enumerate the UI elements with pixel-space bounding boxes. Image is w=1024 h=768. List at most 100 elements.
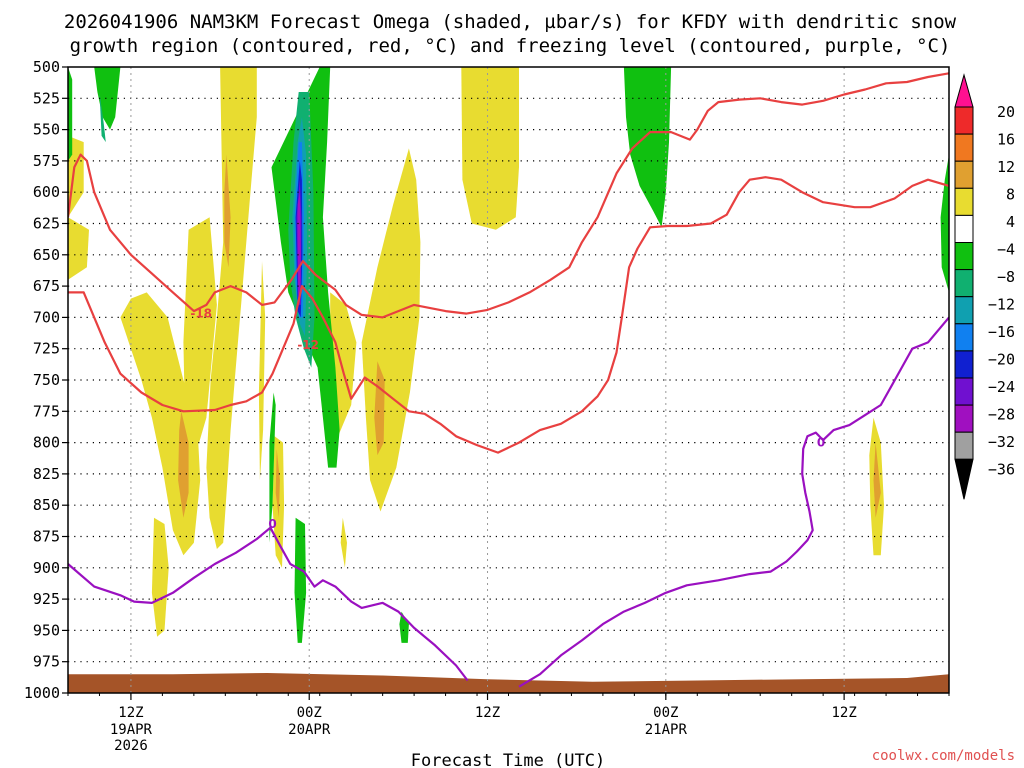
freezing-level-contours: 00 <box>68 316 949 688</box>
y-tick-label-575: 575 <box>33 152 60 170</box>
colorbar-label-4: 4 <box>1006 213 1015 231</box>
surface-terrain <box>68 673 949 693</box>
omega-region-17 <box>873 442 881 518</box>
omega-region-4 <box>206 67 257 549</box>
y-tick-label-675: 675 <box>33 277 60 295</box>
omega-region-10 <box>461 67 519 230</box>
colorbar-label-5: −4 <box>997 241 1015 259</box>
colorbar-box-3 <box>954 160 974 189</box>
colorbar-box-7 <box>954 269 974 298</box>
colorbar-bottom-arrow <box>954 458 974 500</box>
y-tick-label-600: 600 <box>33 183 60 201</box>
dendritic-contours: -18 -12 <box>68 72 949 454</box>
y-tick-label-500: 500 <box>33 58 60 76</box>
omega-region-20 <box>269 392 276 543</box>
colorbar-box-9 <box>954 323 974 352</box>
colorbar-box-11 <box>954 377 974 406</box>
omega-region-5 <box>183 217 217 443</box>
x-tick-label-1: 00Z <box>297 705 322 721</box>
omega-region-8 <box>340 517 347 568</box>
omega-region-15 <box>275 448 280 518</box>
colorbar-box-1 <box>954 106 974 135</box>
omega-region-12 <box>258 261 266 481</box>
credit-text: coolwx.com/models <box>872 748 1015 764</box>
omega-region-14 <box>178 411 189 518</box>
colorbar-label-2: 12 <box>997 158 1015 176</box>
x-tick-label-4: 12Z <box>831 705 856 721</box>
colorbar-label-7: −12 <box>988 296 1015 314</box>
colorbar-box-4 <box>954 187 974 216</box>
colorbar-label-6: −8 <box>997 268 1015 286</box>
colorbar: 20 16 12 8 4 −4 −8 −12 −16 −20 −24 −28 −32 −36 <box>954 73 1015 500</box>
colorbar-label-10: −24 <box>988 378 1015 396</box>
y-tick-label-725: 725 <box>33 340 60 358</box>
y-tick-label-850: 850 <box>33 496 60 514</box>
colorbar-box-2 <box>954 133 974 162</box>
y-tick-label-925: 925 <box>33 590 60 608</box>
purple-contour-line-1 <box>518 316 949 688</box>
x-tick-date-0: 19APR <box>110 722 153 738</box>
colorbar-box-6 <box>954 242 974 271</box>
x-tick-year-0: 2026 <box>114 738 148 754</box>
colorbar-label-13: −36 <box>988 461 1015 479</box>
chart-title-line-1: 2026041906 NAM3KM Forecast Omega (shaded… <box>64 11 957 33</box>
omega-region-23 <box>399 611 409 643</box>
y-tick-label-800: 800 <box>33 434 60 452</box>
red-contour-label-1: -12 <box>297 338 319 352</box>
y-tick-label-700: 700 <box>33 308 60 326</box>
omega-region-19 <box>94 67 121 130</box>
x-tick-date-3: 21APR <box>645 722 688 738</box>
colorbar-box-12 <box>954 404 974 433</box>
omega-region-3 <box>151 517 169 637</box>
y-tick-label-750: 750 <box>33 371 60 389</box>
chart-title-line-2: growth region (contoured, red, °C) and f… <box>70 35 951 57</box>
y-tick-label-975: 975 <box>33 653 60 671</box>
colorbar-label-11: −28 <box>988 406 1015 424</box>
omega-region-1 <box>68 217 89 280</box>
plot-area: -18-12 00 <box>68 67 949 693</box>
surface-fill <box>68 673 949 693</box>
colorbar-box-13 <box>954 431 974 460</box>
x-tick-label-3: 00Z <box>653 705 678 721</box>
purple-contour-label-0: 0 <box>268 517 276 531</box>
x-tick-label-0: 12Z <box>118 705 143 721</box>
y-tick-label-550: 550 <box>33 121 60 139</box>
x-tick-label-2: 12Z <box>475 705 500 721</box>
purple-contour-label-1: 0 <box>817 436 825 450</box>
y-tick-label-950: 950 <box>33 621 60 639</box>
colorbar-label-9: −20 <box>988 351 1015 369</box>
omega-region-27 <box>99 92 106 143</box>
y-tick-label-625: 625 <box>33 215 60 233</box>
colorbar-box-5 <box>954 214 974 243</box>
omega-region-13 <box>224 154 231 268</box>
colorbar-label-8: −16 <box>988 323 1015 341</box>
colorbar-box-10 <box>954 350 974 379</box>
y-axis: 500 525 550 575 600 625 650 675 700 725 750 775 800 8… <box>24 58 68 702</box>
colorbar-label-1: 16 <box>997 131 1015 149</box>
y-tick-label-825: 825 <box>33 465 60 483</box>
grid <box>68 67 949 693</box>
colorbar-label-3: 8 <box>1006 186 1015 204</box>
y-tick-label-875: 875 <box>33 528 60 546</box>
omega-region-18 <box>68 67 73 161</box>
x-tick-date-1: 20APR <box>288 722 331 738</box>
colorbar-label-12: −32 <box>988 433 1015 451</box>
purple-contour-line-0 <box>68 526 469 682</box>
y-tick-label-900: 900 <box>33 559 60 577</box>
y-tick-label-775: 775 <box>33 402 60 420</box>
x-axis-label: Forecast Time (UTC) <box>411 751 605 768</box>
y-tick-label-525: 525 <box>33 89 60 107</box>
y-tick-label-1000: 1000 <box>24 684 60 702</box>
red-contour-label-0: -18 <box>190 307 212 321</box>
omega-region-24 <box>623 67 672 228</box>
colorbar-top-arrow <box>954 73 974 108</box>
omega-region-9 <box>361 148 421 512</box>
y-tick-label-650: 650 <box>33 246 60 264</box>
red-contour-line-0 <box>68 72 949 319</box>
omega-shading <box>68 67 949 643</box>
omega-region-25 <box>940 154 949 293</box>
omega-region-22 <box>294 517 307 643</box>
red-contour-line-1 <box>68 176 949 454</box>
